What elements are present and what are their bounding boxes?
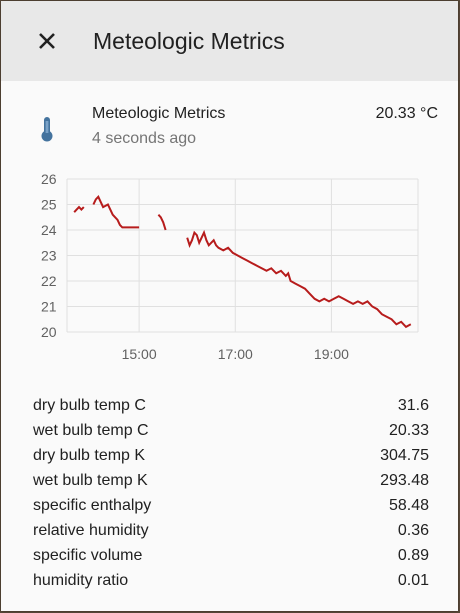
- attribute-row: specific volume 0.89: [33, 543, 429, 568]
- thermometer-icon: [37, 115, 57, 143]
- close-button[interactable]: [31, 25, 63, 57]
- attribute-label: specific volume: [33, 547, 143, 564]
- entity-state: 20.33 °C: [375, 105, 438, 122]
- y-tick-label: 23: [41, 248, 57, 264]
- x-tick-label: 15:00: [122, 346, 157, 362]
- chart-series: [73, 195, 412, 329]
- attribute-label: specific enthalpy: [33, 497, 152, 514]
- attributes-list: dry bulb temp C 31.6 wet bulb temp C 20.33 d…: [33, 393, 429, 593]
- attribute-value: 31.6: [397, 397, 429, 414]
- entity-name: Meteologic Metrics: [92, 105, 226, 122]
- chart-y-axis: 26 25 24 23 22 21 20: [41, 171, 57, 340]
- y-tick-label: 24: [41, 222, 57, 238]
- dialog-header: Meteologic Metrics: [1, 1, 458, 81]
- series-line: [73, 205, 85, 213]
- attribute-label: dry bulb temp C: [33, 397, 146, 414]
- attribute-label: relative humidity: [33, 522, 149, 539]
- attribute-value: 58.48: [388, 497, 429, 514]
- series-line: [157, 214, 167, 231]
- attribute-row: dry bulb temp C 31.6: [33, 393, 429, 418]
- x-tick-label: 17:00: [218, 346, 253, 362]
- attribute-label: dry bulb temp K: [33, 447, 146, 464]
- y-tick-label: 25: [41, 197, 57, 213]
- y-tick-label: 26: [41, 171, 57, 187]
- y-tick-label: 22: [41, 273, 57, 289]
- chart-x-axis: 15:00 17:00 19:00: [122, 346, 350, 362]
- attribute-value: 0.36: [397, 522, 429, 539]
- attribute-row: wet bulb temp K 293.48: [33, 468, 429, 493]
- series-line: [92, 195, 140, 229]
- series-line: [186, 229, 412, 329]
- attribute-row: dry bulb temp K 304.75: [33, 443, 429, 468]
- attribute-row: relative humidity 0.36: [33, 518, 429, 543]
- attribute-label: humidity ratio: [33, 572, 129, 589]
- attribute-value: 0.01: [397, 572, 429, 589]
- attribute-row: wet bulb temp C 20.33: [33, 418, 429, 443]
- entity-last-changed: 4 seconds ago: [92, 130, 197, 147]
- attribute-row: humidity ratio 0.01: [33, 568, 429, 593]
- history-chart[interactable]: 26 25 24 23 22 21 20 15:00 17:00 19:00: [1, 161, 458, 371]
- attribute-value: 293.48: [380, 472, 429, 489]
- attribute-row: specific enthalpy 58.48: [33, 493, 429, 518]
- attribute-label: wet bulb temp C: [33, 422, 149, 439]
- attribute-label: wet bulb temp K: [33, 472, 148, 489]
- attribute-value: 304.75: [380, 447, 429, 464]
- dialog-title: Meteologic Metrics: [93, 28, 285, 54]
- x-tick-label: 19:00: [314, 346, 349, 362]
- chart-grid: [66, 178, 419, 333]
- attribute-value: 20.33: [388, 422, 429, 439]
- close-icon: [39, 33, 55, 49]
- y-tick-label: 21: [41, 299, 57, 315]
- attribute-value: 0.89: [397, 547, 429, 564]
- y-tick-label: 20: [41, 324, 57, 340]
